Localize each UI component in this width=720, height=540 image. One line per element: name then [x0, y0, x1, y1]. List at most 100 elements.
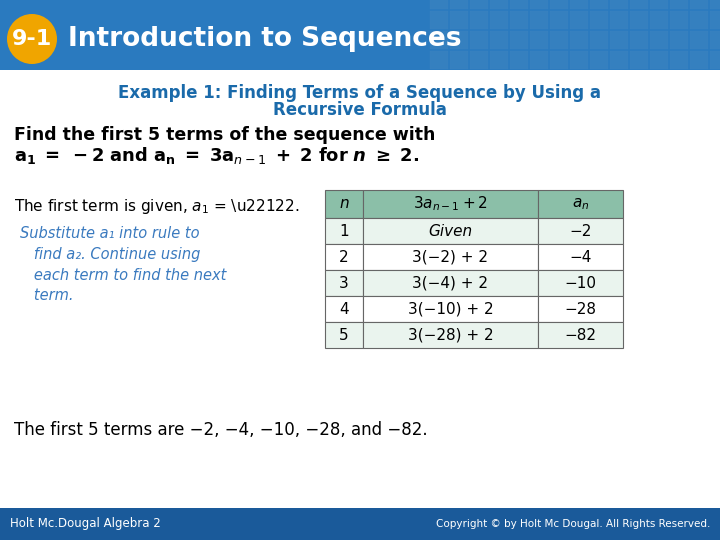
Text: $3a_{n-1}+2$: $3a_{n-1}+2$	[413, 194, 488, 213]
Bar	[470, 0, 488, 9]
Text: $n$: $n$	[338, 197, 349, 212]
Text: Example 1: Finding Terms of a Sequence by Using a: Example 1: Finding Terms of a Sequence b…	[119, 84, 601, 102]
Bar	[430, 0, 448, 9]
Bar	[450, 11, 468, 29]
Text: Find the first 5 terms of the sequence with: Find the first 5 terms of the sequence w…	[14, 126, 436, 144]
Text: −82: −82	[564, 327, 596, 342]
Text: Holt Mc.Dougal Algebra 2: Holt Mc.Dougal Algebra 2	[10, 517, 161, 530]
Bar	[490, 51, 508, 69]
Bar	[510, 31, 528, 49]
Bar	[650, 11, 668, 29]
Bar	[570, 51, 588, 69]
Text: find a₂. Continue using: find a₂. Continue using	[20, 246, 200, 261]
Bar	[610, 0, 628, 9]
Bar	[363, 218, 538, 244]
Bar	[690, 0, 708, 9]
Bar	[538, 322, 623, 348]
Bar	[490, 11, 508, 29]
Bar	[710, 31, 720, 49]
Ellipse shape	[7, 14, 57, 64]
Text: 3: 3	[339, 275, 349, 291]
Bar	[630, 31, 648, 49]
Bar	[670, 51, 688, 69]
Bar	[610, 51, 628, 69]
Bar	[325, 244, 363, 270]
Bar	[650, 31, 668, 49]
Text: 4: 4	[339, 301, 348, 316]
Text: 3(−28) + 2: 3(−28) + 2	[408, 327, 493, 342]
Bar	[363, 244, 538, 270]
Bar	[430, 51, 448, 69]
Bar	[710, 51, 720, 69]
Text: 1: 1	[339, 224, 348, 239]
Text: 2: 2	[339, 249, 348, 265]
Text: 3(−4) + 2: 3(−4) + 2	[413, 275, 488, 291]
Text: Introduction to Sequences: Introduction to Sequences	[68, 26, 462, 52]
Bar	[363, 296, 538, 322]
Bar	[550, 31, 568, 49]
Bar	[530, 11, 548, 29]
Bar	[590, 11, 608, 29]
Bar	[550, 0, 568, 9]
Bar	[490, 31, 508, 49]
Bar	[325, 190, 363, 218]
Bar	[363, 322, 538, 348]
Bar	[630, 11, 648, 29]
Bar	[690, 51, 708, 69]
Bar	[363, 270, 538, 296]
Text: 3(−2) + 2: 3(−2) + 2	[413, 249, 488, 265]
Bar	[610, 11, 628, 29]
Bar	[0, 508, 720, 540]
Bar	[690, 31, 708, 49]
Bar	[450, 51, 468, 69]
Bar	[0, 0, 720, 70]
Bar	[650, 0, 668, 9]
Bar	[650, 51, 668, 69]
Bar	[530, 51, 548, 69]
Text: −28: −28	[564, 301, 596, 316]
Text: −4: −4	[570, 249, 592, 265]
Text: term.: term.	[20, 288, 73, 303]
Text: 5: 5	[339, 327, 348, 342]
Bar	[630, 51, 648, 69]
Text: Given: Given	[428, 224, 472, 239]
Bar	[510, 11, 528, 29]
Bar	[325, 322, 363, 348]
Bar	[470, 51, 488, 69]
Bar	[670, 31, 688, 49]
Bar	[538, 190, 623, 218]
Bar	[670, 0, 688, 9]
Bar	[325, 270, 363, 296]
Text: $\mathbf{a}_\mathbf{1}$$\mathbf{\ =\ -2\ and\ }$$\mathbf{a}_\mathbf{n}$$\mathbf{: $\mathbf{a}_\mathbf{1}$$\mathbf{\ =\ -2\…	[14, 145, 419, 165]
Bar	[450, 0, 468, 9]
Bar	[470, 31, 488, 49]
Bar	[710, 11, 720, 29]
Text: 3(−10) + 2: 3(−10) + 2	[408, 301, 493, 316]
Bar	[590, 51, 608, 69]
Bar	[470, 11, 488, 29]
Text: Substitute a₁ into rule to: Substitute a₁ into rule to	[20, 226, 199, 240]
Bar	[363, 190, 538, 218]
Bar	[530, 31, 548, 49]
Bar	[510, 0, 528, 9]
Bar	[538, 244, 623, 270]
Bar	[538, 218, 623, 244]
Text: Recursive Formula: Recursive Formula	[273, 101, 447, 119]
Text: The first 5 terms are −2, −4, −10, −28, and −82.: The first 5 terms are −2, −4, −10, −28, …	[14, 421, 428, 439]
Bar	[590, 31, 608, 49]
Bar	[570, 11, 588, 29]
Bar	[538, 270, 623, 296]
Bar	[510, 51, 528, 69]
Bar	[590, 0, 608, 9]
Bar	[550, 11, 568, 29]
Bar	[530, 0, 548, 9]
Bar	[570, 31, 588, 49]
Bar	[490, 0, 508, 9]
Bar	[550, 51, 568, 69]
Text: Copyright © by Holt Mc Dougal. All Rights Reserved.: Copyright © by Holt Mc Dougal. All Right…	[436, 519, 710, 529]
Text: −2: −2	[570, 224, 592, 239]
Text: each term to find the next: each term to find the next	[20, 267, 226, 282]
Bar	[690, 11, 708, 29]
Bar	[450, 31, 468, 49]
Bar	[430, 31, 448, 49]
